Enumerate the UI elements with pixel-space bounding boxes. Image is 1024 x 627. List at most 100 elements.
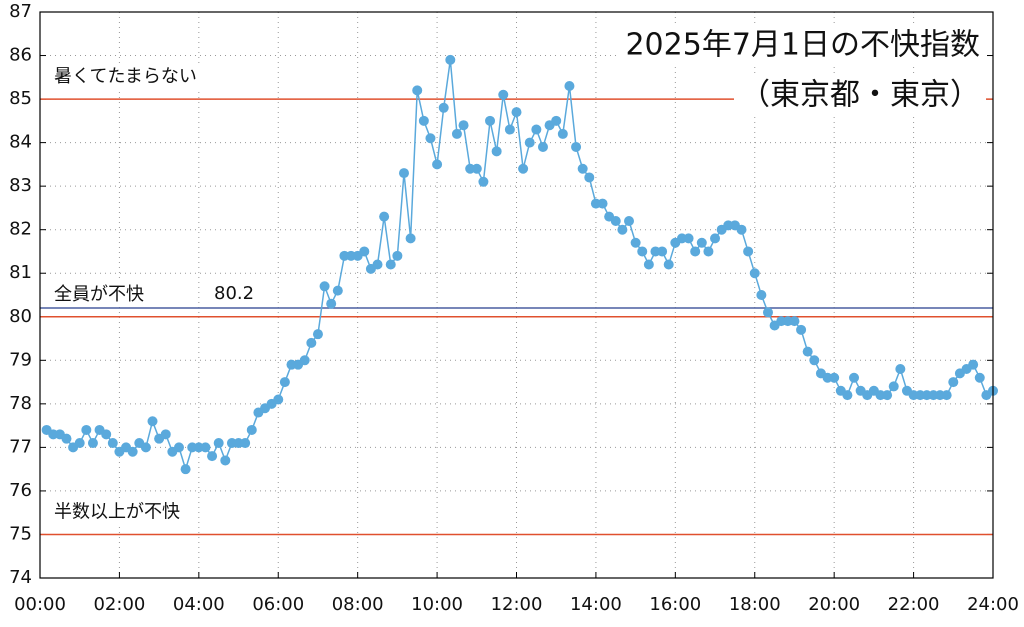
data-point [941, 390, 952, 401]
data-point [895, 364, 906, 375]
x-tick-label: 10:00 [411, 594, 463, 615]
y-tick-label: 83 [9, 175, 32, 196]
data-point [398, 168, 409, 179]
label-background [50, 281, 148, 307]
y-tick-label: 87 [9, 1, 32, 22]
data-point [577, 163, 588, 174]
data-point [537, 141, 548, 152]
data-point [683, 233, 694, 244]
x-tick-label: 06:00 [252, 594, 304, 615]
reference-label: 全員が不快 [54, 284, 144, 305]
data-point [392, 250, 403, 261]
data-point [379, 211, 390, 222]
data-point [107, 438, 118, 449]
data-point [643, 259, 654, 270]
data-point [81, 424, 92, 435]
data-point [418, 115, 429, 126]
data-point [571, 141, 582, 152]
x-tick-label: 04:00 [173, 594, 225, 615]
data-point [610, 215, 621, 226]
y-tick-label: 86 [9, 45, 32, 66]
data-point [412, 85, 423, 96]
data-point [842, 390, 853, 401]
data-point [385, 259, 396, 270]
data-point [597, 198, 608, 209]
data-point [630, 237, 641, 248]
plot-frame [39, 11, 994, 579]
data-point [882, 390, 893, 401]
data-point [736, 224, 747, 235]
data-point [127, 446, 138, 457]
x-tick-label: 24:00 [967, 594, 1019, 615]
label-background [734, 75, 986, 115]
data-point [518, 163, 529, 174]
data-point [802, 346, 813, 357]
data-point [213, 438, 224, 449]
data-point [829, 372, 840, 383]
data-point [584, 172, 595, 183]
data-point [87, 438, 98, 449]
data-point [372, 259, 383, 270]
x-tick-label: 22:00 [888, 594, 940, 615]
y-tick-label: 82 [9, 219, 32, 240]
data-point [557, 128, 568, 139]
data-point [273, 394, 284, 405]
data-point [796, 324, 807, 335]
chart-subtitle: （東京都・東京） [740, 78, 980, 113]
data-point [312, 329, 323, 340]
data-point [756, 290, 767, 300]
data-point [888, 381, 899, 392]
data-point [690, 246, 701, 257]
data-point [624, 215, 635, 226]
data-point [485, 115, 496, 126]
data-point [762, 307, 773, 318]
data-point [696, 237, 707, 248]
x-tick-label: 00:00 [14, 594, 66, 615]
y-tick-label: 75 [9, 523, 32, 544]
data-point [657, 246, 668, 257]
data-point [511, 107, 522, 118]
data-point [743, 246, 754, 257]
data-point [207, 451, 218, 462]
y-tick-label: 74 [9, 567, 32, 588]
data-point [710, 233, 721, 244]
data-point [531, 124, 542, 135]
data-point [200, 442, 211, 453]
data-point [524, 137, 535, 148]
data-point [551, 115, 562, 126]
data-point [849, 372, 860, 383]
y-tick-label: 76 [9, 480, 32, 501]
x-tick-label: 20:00 [808, 594, 860, 615]
data-point [246, 424, 257, 435]
data-point [160, 429, 171, 440]
data-point [306, 337, 317, 348]
data-point [749, 268, 760, 279]
x-tick-label: 02:00 [93, 594, 145, 615]
data-point [663, 259, 674, 270]
data-point [617, 224, 628, 235]
x-tick-label: 14:00 [570, 594, 622, 615]
data-point [332, 285, 343, 296]
data-point [445, 54, 456, 65]
label-background [619, 25, 986, 65]
y-tick-label: 84 [9, 132, 32, 153]
data-point [637, 246, 648, 257]
data-point [61, 433, 72, 444]
data-point [299, 355, 310, 366]
data-point [147, 416, 158, 427]
data-point [180, 464, 191, 475]
data-point [504, 124, 515, 135]
data-point [451, 128, 462, 139]
y-tick-label: 81 [9, 262, 32, 283]
data-point [458, 120, 469, 131]
reference-label: 半数以上が不快 [54, 501, 180, 522]
data-point [471, 163, 482, 174]
x-tick-label: 18:00 [729, 594, 781, 615]
mean-label: 80.2 [214, 283, 254, 304]
data-point [491, 146, 502, 157]
y-tick-label: 79 [9, 349, 32, 370]
data-point [432, 159, 443, 170]
chart-title: 2025年7月1日の不快指数 [625, 28, 980, 63]
data-point [279, 377, 290, 388]
data-point [140, 442, 151, 453]
